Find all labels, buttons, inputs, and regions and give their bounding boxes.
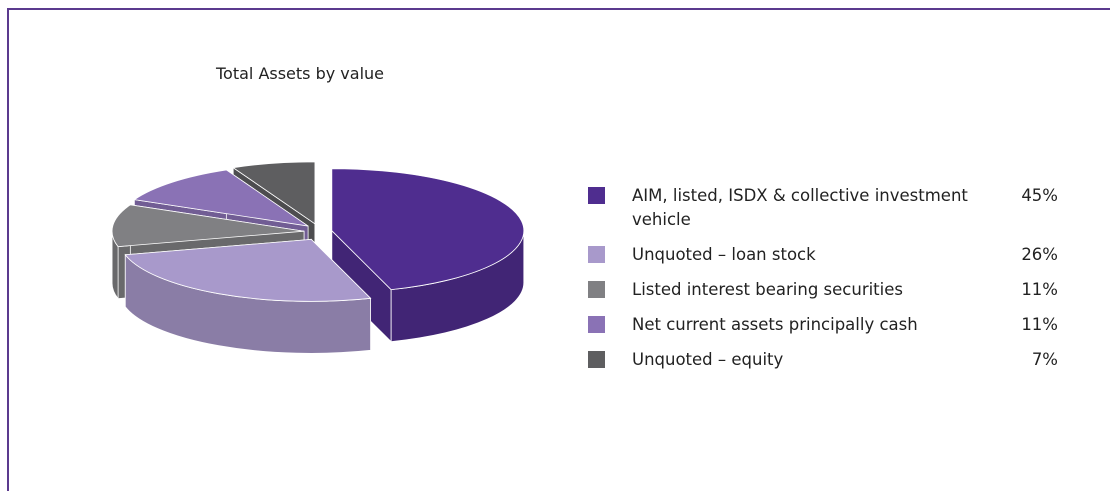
slice [331, 168, 525, 343]
legend-item: Unquoted – equity 7% [588, 348, 1068, 372]
legend-swatch [588, 351, 605, 368]
legend-label: Unquoted – equity [632, 350, 784, 369]
data-label: 7% [1031, 350, 1058, 369]
slice-top [133, 169, 309, 227]
data-label: 26% [1021, 245, 1058, 264]
chart-title: Total Assets by value [215, 64, 385, 83]
slice-top [232, 161, 316, 225]
data-label: 45% [1021, 186, 1058, 205]
legend-swatch [588, 281, 605, 298]
legend-item: Unquoted – loan stock 26% [588, 243, 1068, 267]
slice-top [331, 168, 525, 291]
legend-item: Listed interest bearing securities 11% [588, 278, 1068, 302]
legend-swatch [588, 187, 605, 204]
legend-label: AIM, listed, ISDX & collective investmen… [632, 186, 968, 229]
legend-item: Net current assets principally cash 11% [588, 313, 1068, 337]
frame-border [7, 8, 9, 491]
slice-top [124, 238, 372, 302]
legend-label: Net current assets principally cash [632, 315, 918, 334]
legend-swatch [588, 316, 605, 333]
data-label: 11% [1021, 315, 1058, 334]
legend-label: Listed interest bearing securities [632, 280, 903, 299]
slice [124, 238, 372, 354]
legend: AIM, listed, ISDX & collective investmen… [588, 184, 1068, 383]
frame-border [7, 8, 1110, 10]
slice-top [111, 204, 305, 248]
legend-swatch [588, 246, 605, 263]
legend-item: AIM, listed, ISDX & collective investmen… [588, 184, 1068, 232]
data-label: 11% [1021, 280, 1058, 299]
legend-label: Unquoted – loan stock [632, 245, 816, 264]
